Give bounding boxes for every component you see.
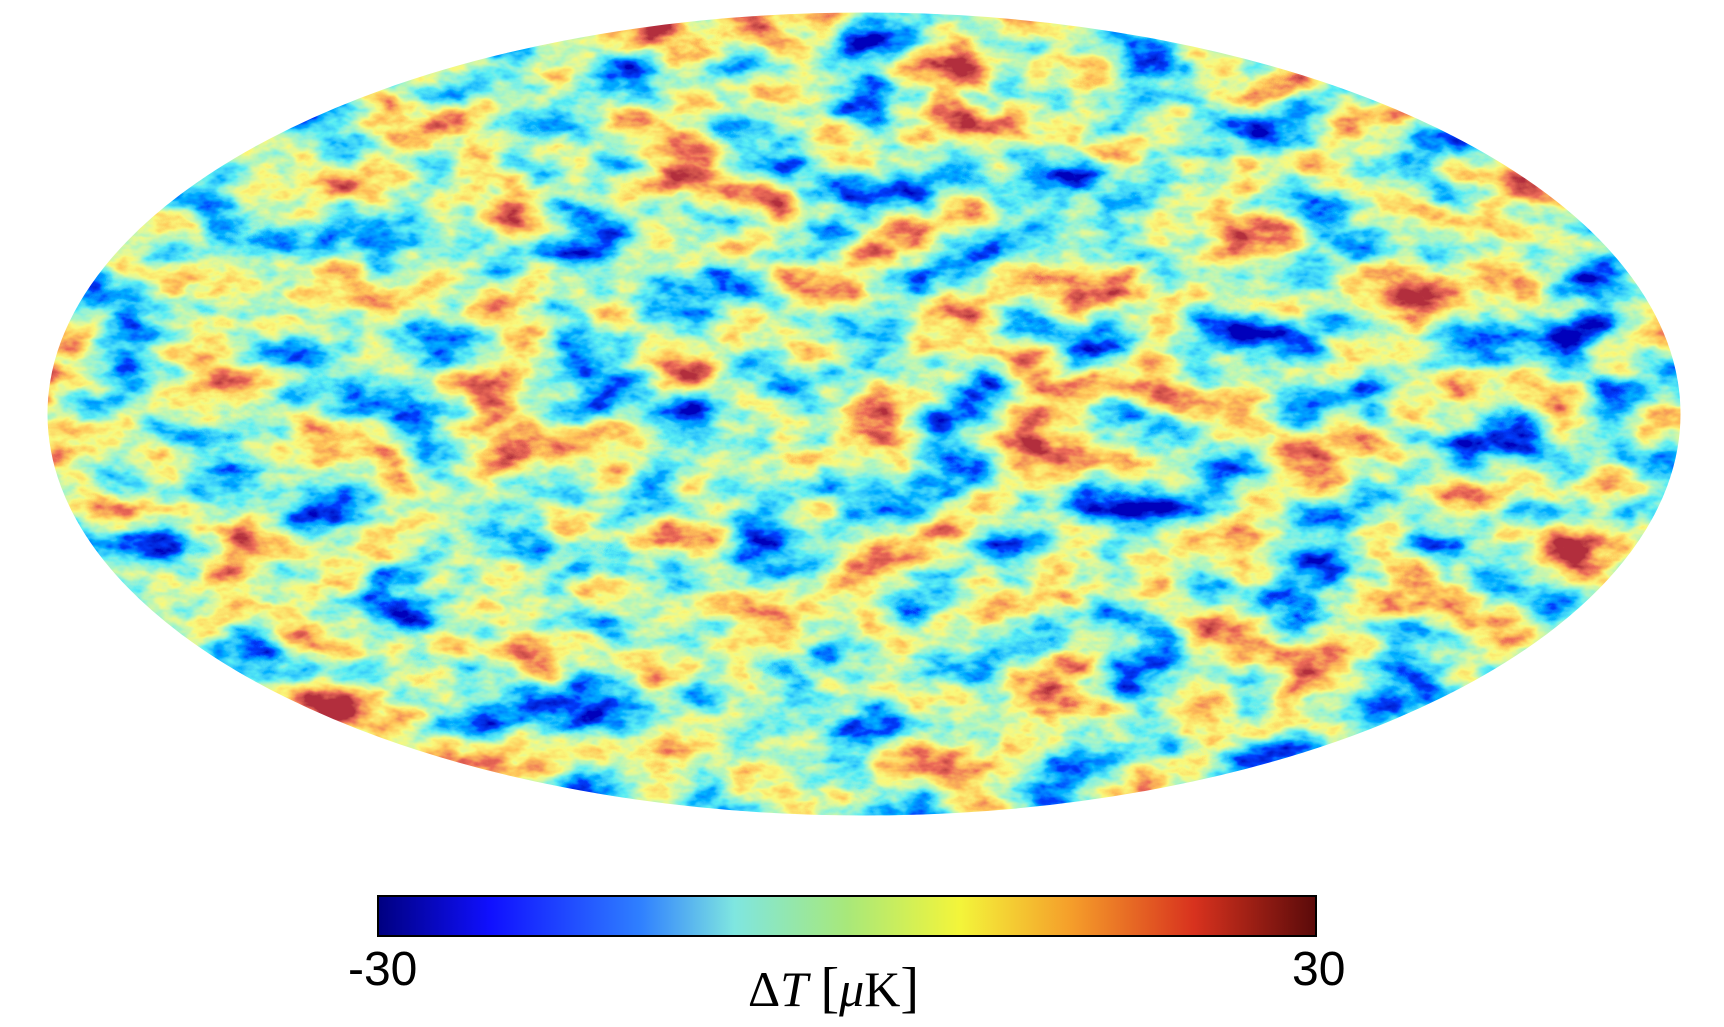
micro-prefix: μ	[839, 961, 865, 1017]
unit-close-bracket: ]	[900, 957, 919, 1019]
colorbar-unit-label: ΔT [μK]	[748, 960, 919, 1017]
temperature-anisotropy-field	[47, 12, 1681, 816]
kelvin-unit: K	[864, 961, 901, 1017]
colorbar	[377, 895, 1317, 937]
mollweide-map	[47, 12, 1681, 816]
colorbar-min-label: -30	[348, 943, 418, 996]
temperature-symbol: T	[780, 961, 808, 1017]
unit-open-bracket: [	[820, 957, 840, 1019]
delta-symbol: Δ	[748, 961, 781, 1017]
map-outline	[46, 11, 1682, 817]
colorbar-max-label: 30	[1292, 943, 1346, 996]
colorbar-gradient-bar	[377, 895, 1317, 937]
